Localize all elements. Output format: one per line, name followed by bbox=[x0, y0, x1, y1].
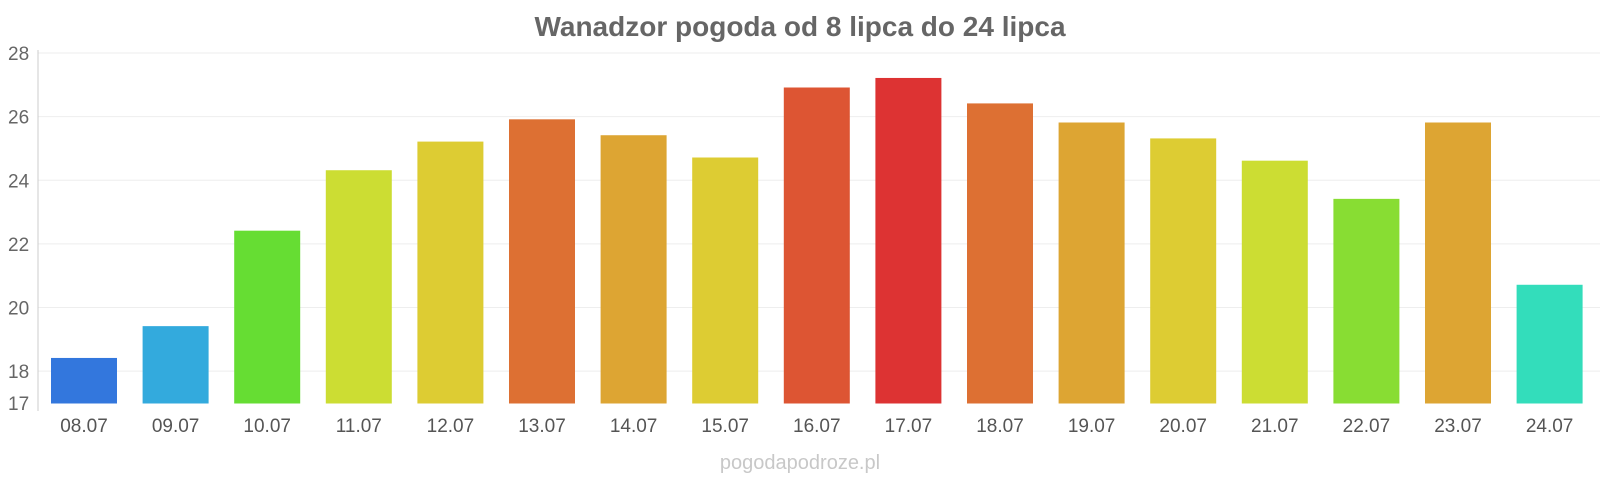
x-tick-label: 14.07 bbox=[610, 416, 658, 437]
y-tick-label: 24 bbox=[8, 171, 30, 192]
x-tick-label: 19.07 bbox=[1068, 416, 1116, 437]
bar-18.07 bbox=[967, 103, 1033, 404]
bars bbox=[51, 77, 1583, 404]
bar-14.07 bbox=[600, 135, 667, 404]
bar-21.07 bbox=[1241, 160, 1308, 404]
bar-08.07 bbox=[51, 357, 117, 404]
bar-23.07 bbox=[1425, 122, 1491, 404]
bar-10.07 bbox=[234, 230, 301, 404]
bar-19.07 bbox=[1058, 122, 1125, 404]
bar-15.07 bbox=[692, 157, 759, 404]
x-tick-label: 13.07 bbox=[518, 416, 566, 437]
y-tick-label: 26 bbox=[8, 108, 29, 129]
x-tick-label: 17.07 bbox=[885, 416, 933, 437]
y-tick-label: 18 bbox=[8, 362, 29, 383]
x-tick-label: 21.07 bbox=[1251, 416, 1299, 437]
x-tick-label: 24.07 bbox=[1526, 416, 1574, 437]
bar-22.07 bbox=[1333, 198, 1400, 404]
x-tick-label: 15.07 bbox=[701, 416, 749, 437]
bar-17.07 bbox=[875, 77, 942, 404]
x-tick-label: 08.07 bbox=[60, 416, 108, 437]
y-tick-label: 28 bbox=[8, 44, 29, 65]
x-tick-label: 20.07 bbox=[1159, 416, 1207, 437]
bar-20.07 bbox=[1150, 138, 1217, 404]
x-tick-label: 09.07 bbox=[152, 416, 200, 437]
y-axis-ticks: 17 18 20 22 24 26 28 bbox=[8, 44, 30, 415]
x-axis-ticks: 08.07 09.07 10.07 11.07 12.07 13.07 14.07 15.07… bbox=[60, 416, 1573, 437]
y-tick-label: 22 bbox=[8, 235, 29, 256]
x-tick-label: 11.07 bbox=[336, 416, 382, 437]
x-tick-label: 22.07 bbox=[1343, 416, 1391, 437]
y-tick-label: 17 bbox=[8, 394, 29, 415]
bar-13.07 bbox=[509, 119, 575, 404]
y-tick-label: 20 bbox=[8, 299, 29, 320]
bar-16.07 bbox=[783, 87, 850, 404]
x-tick-label: 12.07 bbox=[427, 416, 475, 437]
chart-title: Wanadzor pogoda od 8 lipca do 24 lipca bbox=[534, 11, 1065, 42]
x-tick-label: 23.07 bbox=[1434, 416, 1482, 437]
bar-12.07 bbox=[417, 141, 484, 404]
bar-09.07 bbox=[142, 326, 209, 404]
source-watermark: pogodapodroze.pl bbox=[720, 452, 880, 474]
x-tick-label: 16.07 bbox=[793, 416, 841, 437]
x-tick-label: 18.07 bbox=[976, 416, 1024, 437]
bar-24.07 bbox=[1516, 284, 1583, 404]
bar-11.07 bbox=[325, 170, 392, 404]
x-tick-label: 10.07 bbox=[243, 416, 291, 437]
